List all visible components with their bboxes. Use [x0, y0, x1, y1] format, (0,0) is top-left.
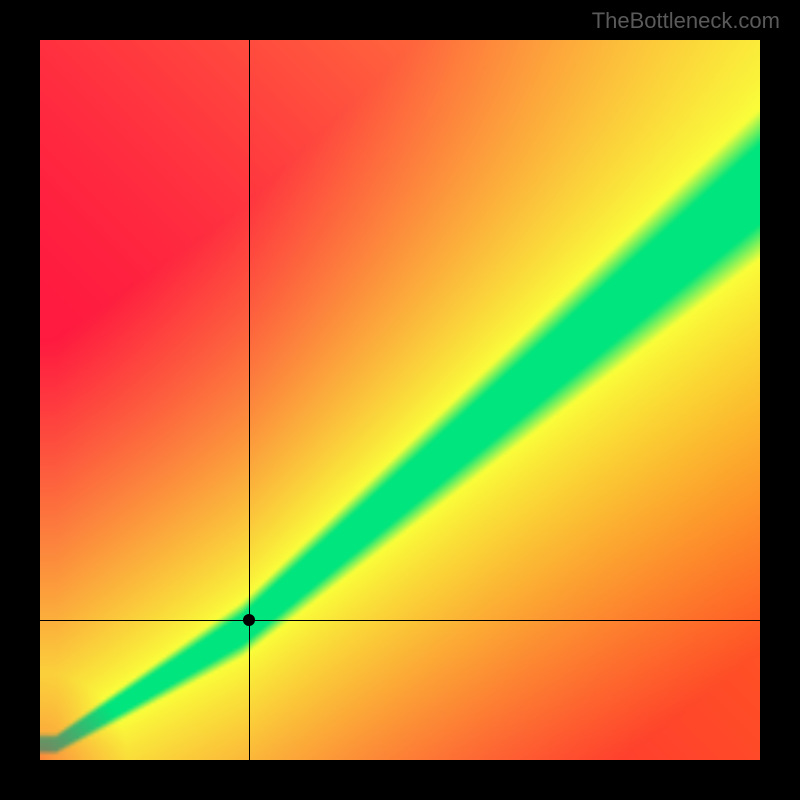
bottleneck-heatmap — [40, 40, 760, 760]
plot-area — [40, 40, 760, 760]
crosshair-horizontal-line — [40, 620, 760, 621]
watermark-text: TheBottleneck.com — [592, 8, 780, 34]
crosshair-marker — [243, 614, 255, 626]
crosshair-vertical-line — [249, 40, 250, 760]
figure-container: TheBottleneck.com — [0, 0, 800, 800]
